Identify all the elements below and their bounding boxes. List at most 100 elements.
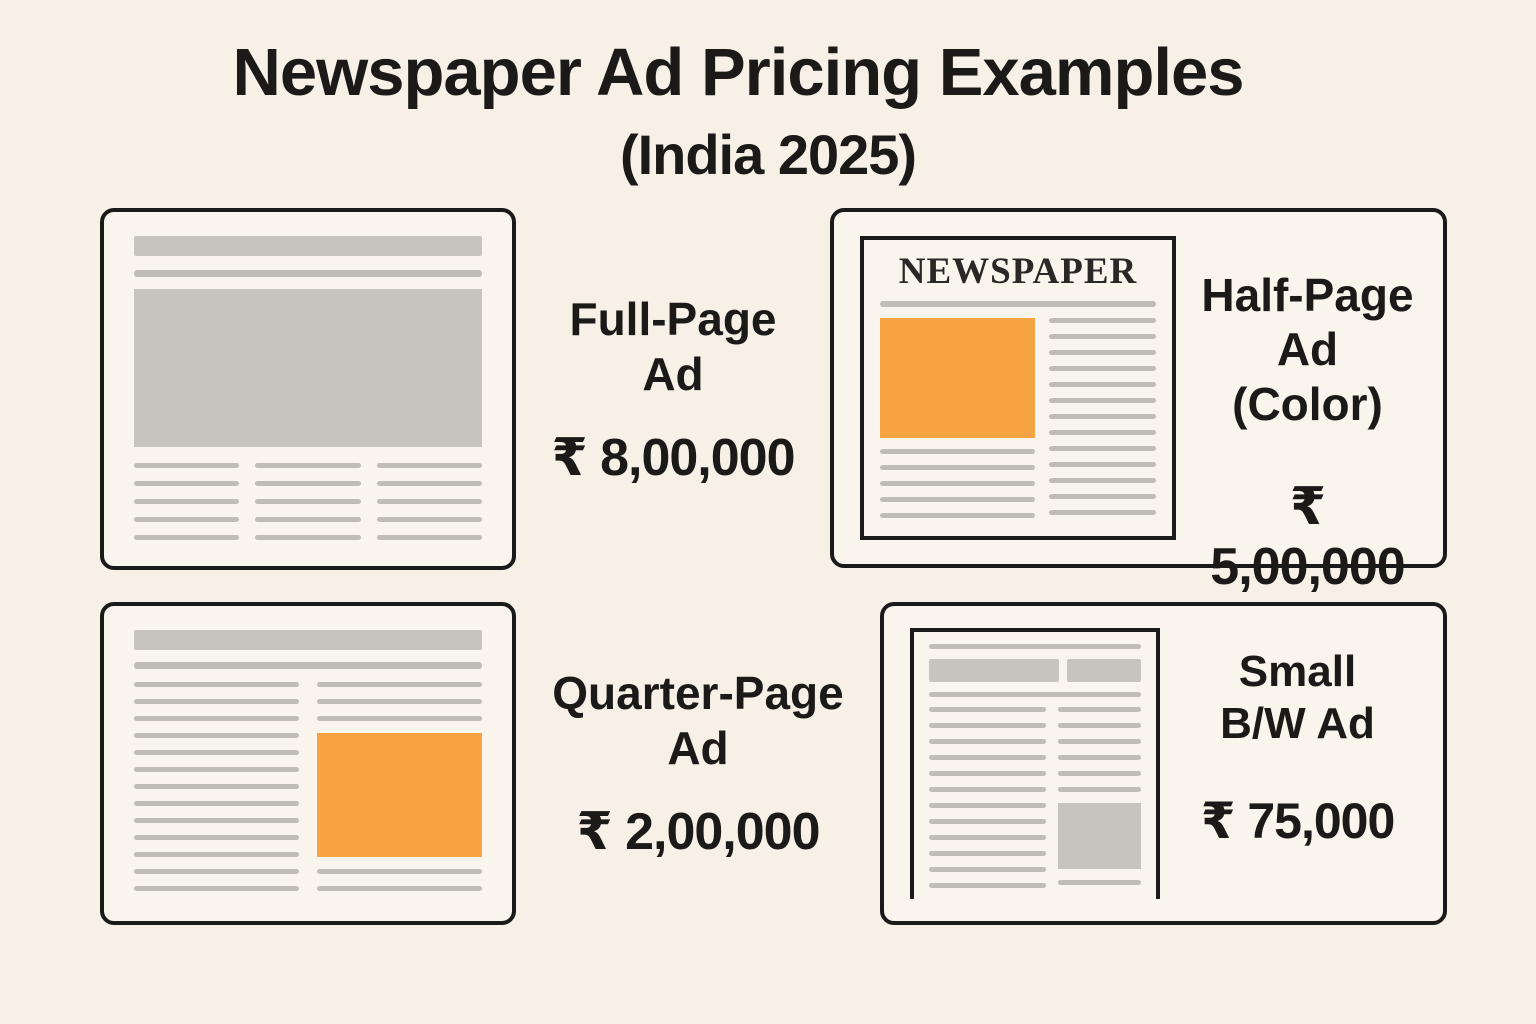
- text-line: [255, 499, 361, 504]
- text-line: [1048, 461, 1156, 467]
- price-value: ₹ 8,00,000: [551, 429, 795, 488]
- text-line: [134, 818, 299, 823]
- text-line: [929, 819, 1046, 824]
- text-line: [376, 481, 482, 486]
- text-line: [134, 886, 299, 891]
- text-line: [134, 801, 299, 806]
- text-line: [1057, 723, 1141, 728]
- ad-type-line1: Quarter-Page: [552, 667, 844, 719]
- text-line: [134, 517, 240, 522]
- ad-type-label: Small B/W Ad: [1178, 646, 1417, 750]
- headline-bars: [929, 659, 1141, 682]
- text-line: [317, 682, 482, 687]
- price-value: ₹ 5,00,000: [1210, 477, 1405, 596]
- text-line: [929, 883, 1046, 888]
- text-line: [1048, 365, 1156, 371]
- ad-type-label: Half-Page Ad (Color): [1198, 268, 1417, 431]
- newspaper-body: [134, 682, 482, 891]
- ad-type-line1: Half-Page: [1201, 269, 1414, 321]
- half-page-ad-card: NEWSPAPER Half-Page Ad (Color) ₹ 5,00,00…: [830, 208, 1447, 596]
- newspaper-right-column: [1057, 707, 1141, 888]
- article-column: [134, 463, 240, 540]
- text-line: [880, 480, 1035, 486]
- text-line: [1048, 349, 1156, 355]
- text-line: [929, 835, 1046, 840]
- divider-line: [134, 662, 482, 669]
- text-line: [134, 463, 240, 468]
- text-line: [376, 499, 482, 504]
- text-line: [317, 716, 482, 721]
- article-column: [880, 448, 1035, 518]
- newspaper-left-column: [134, 682, 299, 891]
- text-line: [1048, 493, 1156, 499]
- text-line: [929, 707, 1046, 712]
- text-line: [134, 869, 299, 874]
- ad-type-label: Full-Page Ad: [516, 292, 830, 402]
- text-line: [1057, 787, 1141, 792]
- ad-type-line2: Ad: [642, 348, 704, 401]
- text-line: [134, 481, 240, 486]
- divider-line: [929, 644, 1141, 649]
- ad-type-line2: Ad (Color): [1232, 323, 1383, 430]
- text-line: [317, 699, 482, 704]
- text-line: [317, 869, 482, 874]
- text-line: [929, 867, 1046, 872]
- headline-bar: [134, 630, 482, 650]
- page-subtitle: (India 2025): [619, 123, 917, 186]
- newspaper-right-column: [317, 682, 482, 891]
- text-line: [134, 852, 299, 857]
- newspaper-left-column: [929, 707, 1046, 888]
- article-column: [1057, 707, 1141, 792]
- text-line: [880, 448, 1035, 454]
- text-line: [1048, 333, 1156, 339]
- text-line: [1057, 739, 1141, 744]
- quarter-page-ad-card: [100, 602, 516, 925]
- text-line: [1057, 771, 1141, 776]
- headline-bar: [1066, 659, 1141, 682]
- text-line: [929, 851, 1046, 856]
- article-column: [1057, 880, 1141, 885]
- small-bw-ad-card: Small B/W Ad ₹ 75,000: [880, 602, 1447, 925]
- text-line: [1057, 755, 1141, 760]
- ad-type-line2: Ad: [667, 722, 729, 775]
- text-line: [134, 499, 240, 504]
- ad-type-label: Quarter-Page Ad: [516, 666, 880, 776]
- full-page-ad-block: [134, 289, 482, 447]
- text-line: [134, 535, 240, 540]
- newspaper-illustration: NEWSPAPER: [860, 236, 1176, 540]
- text-line: [255, 463, 361, 468]
- headline-bar: [134, 236, 482, 256]
- text-line: [1048, 509, 1156, 515]
- text-line: [134, 682, 299, 687]
- quarter-page-color-ad-block: [317, 733, 482, 857]
- ad-type-line2: B/W Ad: [1220, 698, 1375, 748]
- text-line: [1048, 445, 1156, 451]
- text-line: [134, 733, 299, 738]
- text-line: [1048, 381, 1156, 387]
- text-line: [929, 787, 1046, 792]
- half-page-color-ad-block: [880, 317, 1035, 438]
- article-column: [317, 682, 482, 721]
- price-value: ₹ 75,000: [1200, 792, 1396, 849]
- text-line: [255, 481, 361, 486]
- text-line: [880, 512, 1035, 518]
- article-columns: [134, 463, 482, 540]
- headline-bar: [929, 659, 1059, 682]
- text-line: [376, 535, 482, 540]
- text-line: [929, 755, 1046, 760]
- text-line: [134, 750, 299, 755]
- text-line: [134, 716, 299, 721]
- text-line: [880, 464, 1035, 470]
- newspaper-left-column: [880, 317, 1035, 518]
- text-line: [929, 803, 1046, 808]
- article-column: [255, 463, 361, 540]
- ad-type-line1: Full-Page: [569, 293, 777, 345]
- text-line: [134, 835, 299, 840]
- text-line: [880, 496, 1035, 502]
- newspaper-illustration: [910, 628, 1160, 899]
- text-line: [1048, 477, 1156, 483]
- text-line: [929, 771, 1046, 776]
- text-line: [1048, 397, 1156, 403]
- text-line: [1048, 413, 1156, 419]
- text-line: [255, 517, 361, 522]
